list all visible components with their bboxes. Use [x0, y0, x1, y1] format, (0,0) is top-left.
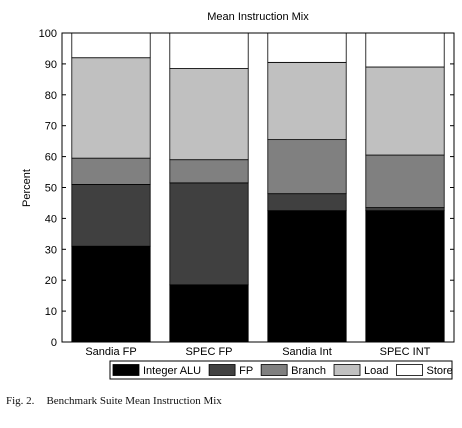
chart-title: Mean Instruction Mix: [207, 11, 309, 23]
bar-sandia-fp-integer-alu: [71, 245, 151, 343]
bar-spec-fp-integer-alu: [169, 284, 249, 343]
y-tick-label: 80: [45, 90, 57, 102]
y-tick-label: 60: [45, 152, 57, 164]
bar-sandia-int-store: [267, 32, 347, 63]
bar-sandia-int-load: [267, 61, 347, 141]
legend: Integer ALU FP Branch Load Store: [109, 360, 453, 380]
legend-swatch-fp: [208, 364, 236, 376]
y-axis-label: Percent: [21, 169, 33, 207]
bar-sandia-int-fp: [267, 193, 347, 212]
y-tick-label: 90: [45, 59, 57, 71]
bar-sandia-fp-branch: [71, 157, 151, 185]
y-axis-ticks: 0 10 20 30 40 50 60 70 80 90 100: [39, 28, 454, 349]
bar-spec-int-load: [365, 66, 445, 156]
bar-sandia-int-branch: [267, 139, 347, 195]
bar-spec-fp-fp: [169, 182, 249, 286]
caption-text: Benchmark Suite Mean Instruction Mix: [46, 395, 222, 407]
x-axis-ticks: Sandia FP SPEC FP Sandia Int SPEC INT: [85, 338, 431, 358]
y-tick-label: 70: [45, 121, 57, 133]
bar-spec-int-integer-alu: [365, 210, 445, 343]
bar-spec-fp-load: [169, 68, 249, 161]
legend-label-store: Store: [427, 365, 453, 377]
bar-spec-int-branch: [365, 154, 445, 208]
legend-swatch-branch: [260, 364, 288, 376]
bar-spec-fp-branch: [169, 159, 249, 184]
x-tick-label: SPEC INT: [380, 346, 431, 358]
bar-spec-int-store: [365, 32, 445, 68]
y-tick-label: 0: [51, 337, 57, 349]
bar-sandia-int-integer-alu: [267, 210, 347, 343]
x-tick-label: SPEC FP: [185, 346, 232, 358]
y-tick-label: 30: [45, 244, 57, 256]
legend-label-integer-alu: Integer ALU: [143, 365, 201, 377]
legend-label-load: Load: [364, 365, 388, 377]
y-tick-label: 40: [45, 213, 57, 225]
legend-swatch-integer-alu: [112, 364, 140, 376]
bar-spec-fp-store: [169, 32, 249, 69]
y-tick-label: 100: [39, 28, 57, 40]
bar-sandia-fp-store: [71, 32, 151, 59]
legend-swatch-store: [396, 364, 423, 376]
y-tick-label: 20: [45, 275, 57, 287]
bars-group: [71, 32, 445, 343]
figure-caption: Fig. 2. Benchmark Suite Mean Instruction …: [6, 395, 456, 407]
legend-label-fp: FP: [239, 365, 253, 377]
bar-sandia-fp-fp: [71, 184, 151, 247]
x-tick-label: Sandia Int: [282, 346, 332, 358]
bar-spec-int-fp: [365, 207, 445, 212]
bar-sandia-fp-load: [71, 57, 151, 159]
x-tick-label: Sandia FP: [85, 346, 136, 358]
y-tick-label: 50: [45, 183, 57, 195]
legend-label-branch: Branch: [291, 365, 326, 377]
y-tick-label: 10: [45, 306, 57, 318]
legend-swatch-load: [333, 364, 361, 376]
caption-label: Fig. 2.: [6, 395, 35, 407]
